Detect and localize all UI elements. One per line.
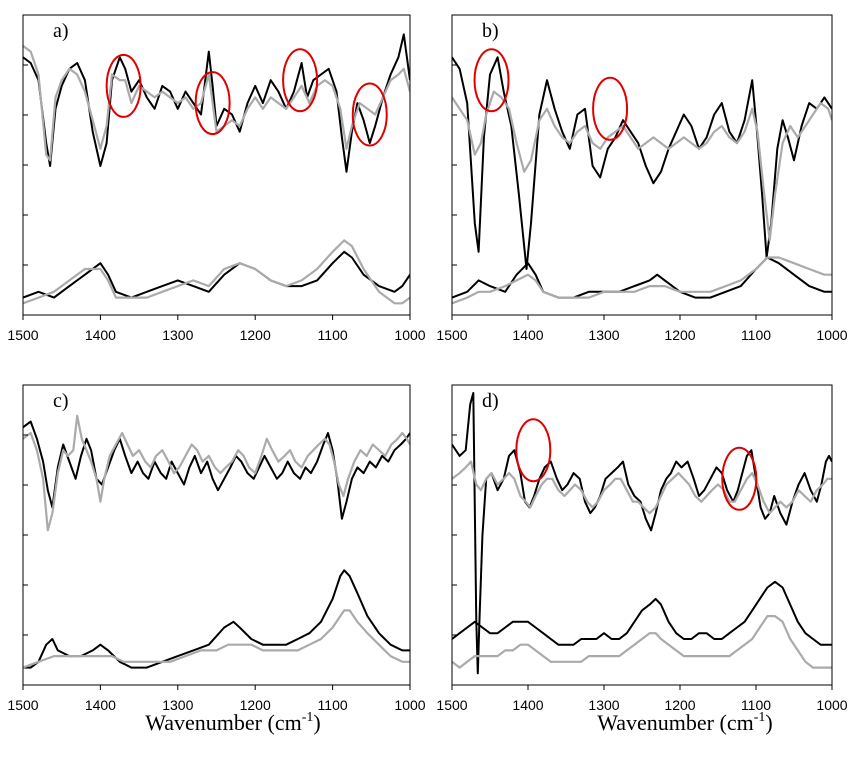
series-line-4 bbox=[23, 239, 410, 305]
x-tick-label: 1000 bbox=[394, 327, 425, 343]
x-tick-label: 1400 bbox=[85, 327, 116, 343]
panel-label: c) bbox=[53, 390, 69, 412]
series-group bbox=[23, 33, 410, 305]
x-tick-label: 1500 bbox=[436, 327, 467, 343]
x-tick-label: 1000 bbox=[816, 327, 847, 343]
x-axis-label-left: Wavenumber (cm-1) bbox=[145, 710, 320, 735]
series-line-2 bbox=[452, 460, 832, 515]
x-tick-label: 1100 bbox=[741, 697, 771, 713]
panel-2: 1500 1400 1300 1200 1100 1000 b) bbox=[436, 14, 848, 343]
x-tick-label: 1500 bbox=[436, 697, 467, 713]
series-line-2 bbox=[452, 90, 832, 242]
x-tick-label: 1100 bbox=[318, 697, 348, 713]
highlight-circle-2 bbox=[194, 71, 231, 136]
x-tick-label: 1500 bbox=[7, 697, 38, 713]
x-tick-label: 1200 bbox=[664, 327, 695, 343]
series-line-4 bbox=[452, 615, 832, 669]
x-tick-label: 1300 bbox=[588, 697, 619, 713]
panel-4: 1500 1400 1300 1200 1100 1000 d) bbox=[436, 384, 848, 713]
series-line-1 bbox=[23, 33, 410, 173]
x-tick-label: 1300 bbox=[588, 327, 619, 343]
x-tick-label: 1000 bbox=[394, 697, 425, 713]
x-tick-label: 1300 bbox=[162, 697, 193, 713]
x-tick-label: 1200 bbox=[240, 327, 271, 343]
series-line-3 bbox=[23, 250, 410, 299]
x-tick-label: 1500 bbox=[7, 327, 38, 343]
series-line-4 bbox=[452, 256, 832, 305]
highlight-circle-2 bbox=[721, 446, 758, 511]
panel-1: 1500 1400 1300 1200 1100 1000 a) bbox=[7, 14, 426, 343]
highlight-circle-2 bbox=[592, 76, 629, 141]
x-tick-label: 1200 bbox=[240, 697, 271, 713]
x-tick-label: 1400 bbox=[512, 327, 543, 343]
plot-frame bbox=[22, 14, 411, 316]
series-line-1 bbox=[452, 392, 832, 675]
series-line-3 bbox=[23, 569, 410, 669]
x-axis-label-right: Wavenumber (cm-1) bbox=[597, 710, 772, 735]
x-tick-label: 1400 bbox=[512, 697, 543, 713]
highlight-circle-4 bbox=[351, 82, 388, 147]
x-tick-label: 1000 bbox=[816, 697, 847, 713]
series-line-2 bbox=[23, 414, 410, 532]
x-tick-label: 1100 bbox=[318, 327, 348, 343]
series-line-3 bbox=[452, 256, 832, 299]
panel-label: d) bbox=[482, 390, 499, 412]
panel-3: 1500 1400 1300 1200 1100 1000 c) bbox=[7, 384, 426, 713]
highlight-circle-1 bbox=[515, 418, 552, 483]
series-line-1 bbox=[452, 56, 832, 270]
panel-label: b) bbox=[482, 20, 499, 42]
x-tick-label: 1300 bbox=[162, 327, 193, 343]
series-line-3 bbox=[452, 580, 832, 646]
series-line-4 bbox=[23, 609, 410, 669]
series-group bbox=[452, 56, 832, 305]
x-tick-label: 1100 bbox=[741, 327, 771, 343]
highlight-circle-3 bbox=[282, 48, 319, 113]
highlight-circle-1 bbox=[473, 48, 510, 113]
series-group bbox=[23, 414, 410, 669]
panel-label: a) bbox=[53, 20, 69, 42]
highlight-circle-1 bbox=[105, 53, 142, 118]
x-tick-label: 1200 bbox=[664, 697, 695, 713]
series-line-2 bbox=[23, 45, 410, 162]
series-line-1 bbox=[23, 420, 410, 520]
x-tick-label: 1400 bbox=[85, 697, 116, 713]
series-group bbox=[452, 392, 832, 675]
